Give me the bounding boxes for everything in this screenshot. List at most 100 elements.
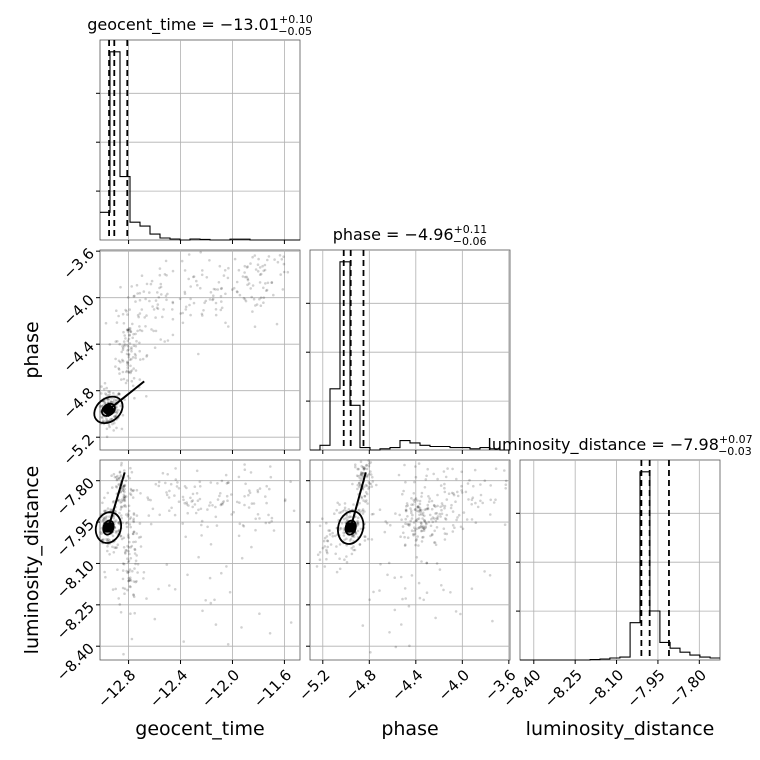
x-axis-label-luminosity_distance: luminosity_distance	[526, 718, 715, 740]
scatter-point	[135, 532, 138, 535]
scatter-point	[123, 495, 127, 498]
scatter-point	[273, 258, 276, 261]
scatter-point	[195, 469, 199, 473]
scatter-point	[363, 510, 366, 513]
scatter-point	[126, 544, 129, 548]
scatter-point	[208, 259, 211, 262]
scatter-point	[403, 544, 407, 547]
scatter-point	[343, 558, 346, 561]
scatter-point	[426, 507, 430, 511]
scatter-point	[204, 299, 208, 303]
scatter-point	[352, 548, 355, 552]
x-tick-label: −12.4	[146, 666, 191, 711]
scatter-point	[416, 509, 419, 513]
scatter-point	[156, 307, 160, 311]
scatter-point	[255, 303, 259, 306]
scatter-point	[214, 623, 218, 626]
scatter-point	[132, 376, 136, 380]
scatter-point	[360, 496, 364, 500]
scatter-point	[225, 482, 229, 485]
scatter-point	[350, 546, 354, 550]
scatter-point	[358, 501, 361, 505]
title-prefix: phase = −4.96	[333, 225, 454, 244]
scatter-point	[220, 306, 224, 310]
scatter-point	[191, 499, 194, 502]
scatter-point	[219, 287, 223, 291]
scatter-point	[352, 545, 355, 548]
scatter-point	[145, 314, 148, 317]
scatter-point	[413, 532, 417, 536]
scatter-point	[150, 279, 154, 283]
scatter-point	[137, 315, 140, 319]
scatter-point	[200, 312, 204, 316]
scatter-point	[100, 415, 103, 419]
scatter-point	[157, 587, 160, 591]
scatter-point	[451, 530, 455, 533]
scatter-point	[112, 514, 116, 518]
scatter-point	[245, 266, 249, 269]
scatter-point	[454, 500, 457, 504]
scatter-point	[292, 509, 296, 513]
scatter-point	[123, 592, 126, 595]
scatter-point	[174, 478, 178, 481]
scatter-point	[116, 568, 119, 571]
scatter-point	[139, 535, 143, 539]
scatter-point	[108, 390, 112, 394]
scatter-point	[134, 562, 137, 566]
scatter-point	[254, 528, 257, 532]
scatter-point	[416, 535, 420, 538]
scatter-point	[359, 473, 363, 476]
scatter-point	[119, 474, 123, 477]
scatter-point	[262, 296, 266, 300]
scatter-point	[165, 563, 169, 566]
scatter-point	[328, 529, 332, 532]
scatter-point	[159, 285, 163, 289]
scatter-point	[174, 467, 177, 470]
scatter-point	[135, 283, 139, 287]
scatter-point	[488, 574, 492, 577]
scatter-point	[122, 484, 125, 488]
scatter-point	[370, 485, 374, 488]
scatter-point	[404, 522, 407, 525]
scatter-point	[211, 298, 214, 302]
scatter-point	[338, 557, 341, 560]
scatter-point	[425, 522, 428, 526]
scatter-point	[410, 503, 413, 507]
scatter-point	[339, 511, 343, 514]
scatter-point	[117, 392, 121, 396]
scatter-point	[128, 358, 132, 362]
scatter-point	[132, 332, 135, 336]
scatter-point	[208, 576, 212, 580]
scatter-point	[266, 281, 270, 285]
scatter-point	[120, 350, 123, 354]
scatter-point	[114, 510, 118, 513]
scatter-point	[132, 580, 136, 583]
x-tick-label: −7.95	[623, 666, 668, 711]
scatter-point	[433, 541, 437, 544]
scatter-point	[226, 276, 230, 280]
scatter-point	[452, 492, 455, 495]
scatter-point	[243, 463, 246, 466]
scatter-point	[134, 354, 137, 357]
scatter-point	[117, 368, 121, 371]
scatter-point	[132, 512, 136, 515]
scatter-point	[242, 296, 246, 300]
scatter-point	[240, 626, 243, 629]
scatter-point	[160, 293, 163, 296]
scatter-point	[116, 530, 119, 533]
contour-tail	[107, 472, 126, 528]
scatter-point	[135, 339, 138, 343]
scatter-point	[354, 532, 358, 536]
scatter-point	[257, 257, 260, 261]
scatter-point	[408, 644, 411, 648]
scatter-point	[264, 521, 268, 525]
scatter-point	[108, 539, 111, 542]
scatter-point	[171, 333, 175, 337]
scatter-point	[149, 498, 152, 502]
scatter-point	[442, 470, 446, 473]
scatter-point	[282, 255, 285, 258]
scatter-point	[133, 552, 137, 555]
scatter-point	[100, 405, 104, 408]
scatter-point	[127, 560, 130, 564]
y-tick-label: −8.25	[53, 598, 98, 643]
